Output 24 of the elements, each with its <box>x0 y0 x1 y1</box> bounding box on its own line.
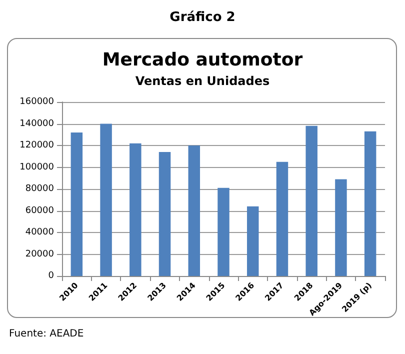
text: Gráfico 2 <box>170 10 236 25</box>
bar <box>70 132 83 276</box>
chart-subtitle: Ventas en Unidades <box>135 74 270 88</box>
bar <box>158 152 171 276</box>
y-tick-label: 0 <box>48 271 54 281</box>
bar <box>306 126 318 276</box>
y-tick-label: 80000 <box>25 184 54 194</box>
bar <box>335 179 347 276</box>
y-tick-label: 160000 <box>20 97 54 107</box>
y-tick-label: 40000 <box>25 228 54 238</box>
bar <box>100 124 112 276</box>
y-tick-label: 20000 <box>25 249 54 260</box>
bar <box>188 146 200 276</box>
bar <box>246 206 259 276</box>
y-tick-label: 100000 <box>20 162 54 172</box>
y-tick-label: 60000 <box>25 206 54 216</box>
y-tick-label: 140000 <box>20 118 54 129</box>
bar <box>130 143 142 276</box>
y-tick-label: 120000 <box>20 140 54 150</box>
bar <box>364 131 376 276</box>
bar <box>218 188 230 276</box>
source-note: Fuente: AEADE <box>9 328 84 340</box>
bar <box>276 162 288 276</box>
chart-title: Mercado automotor <box>102 50 303 70</box>
